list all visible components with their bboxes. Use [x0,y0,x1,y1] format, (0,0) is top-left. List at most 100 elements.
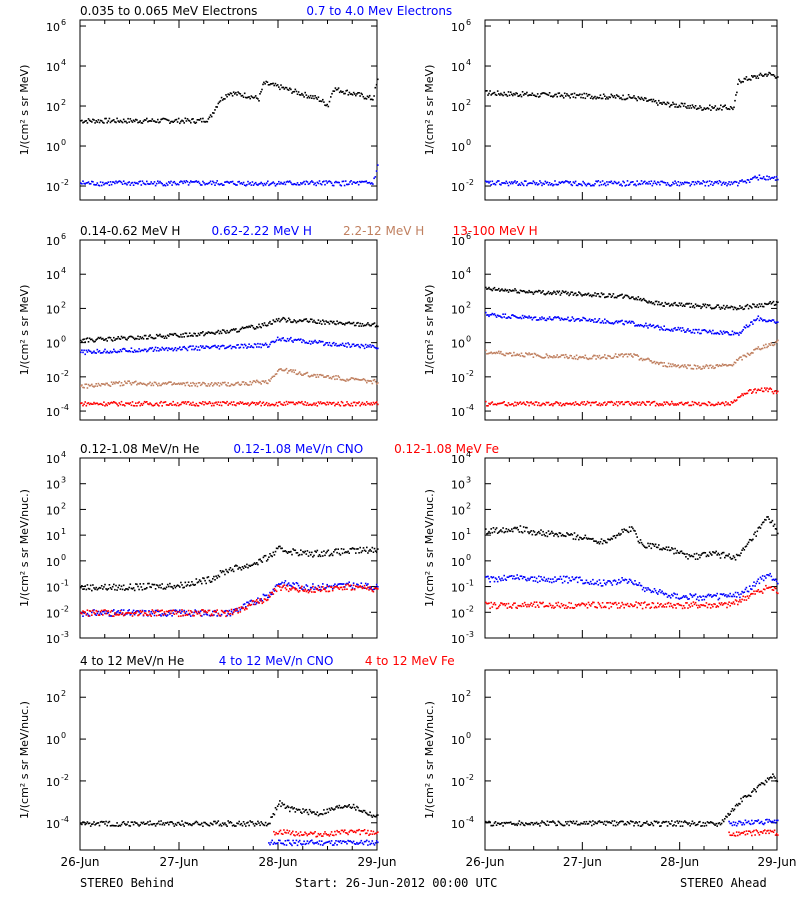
data-point [356,585,358,588]
data-point [215,106,217,108]
data-point [213,383,215,386]
data-point [351,405,354,407]
data-point [358,401,360,403]
data-point [576,294,579,296]
data-point [628,403,631,405]
data-point [568,403,570,405]
data-point [356,322,358,324]
data-point [151,336,154,339]
data-point [336,320,338,322]
data-point [745,76,748,78]
data-point [337,375,339,377]
data-point [761,320,764,322]
data-point [689,184,691,187]
data-point [309,318,312,320]
data-point [360,551,363,554]
data-point [248,404,250,407]
data-point [232,91,235,93]
data-point [203,613,205,616]
data-point [760,318,763,320]
data-point [728,333,730,336]
data-point [728,364,730,366]
data-point [377,382,379,384]
data-point [333,584,335,587]
data-point [598,402,601,405]
data-point [650,180,653,182]
data-point [742,81,744,83]
data-point [260,404,262,407]
data-point [305,584,308,586]
data-point [549,318,552,320]
data-point [565,576,567,578]
data-point [768,518,770,520]
data-point [508,316,511,319]
data-point [666,328,669,331]
data-point [689,364,691,367]
data-point [644,97,646,99]
data-point [150,347,152,350]
data-point [615,534,618,537]
data-point [361,401,364,404]
data-point [295,588,298,590]
data-point [631,401,633,404]
data-point [489,288,491,290]
data-point [185,348,188,350]
data-point [110,339,113,341]
data-point [355,344,357,347]
data-point [249,403,251,406]
data-point [729,592,731,595]
data-point [714,181,716,183]
data-point [601,320,604,322]
data-point [232,611,235,613]
data-point [367,322,369,324]
data-point [613,296,616,299]
data-point [657,181,659,183]
data-point [557,578,560,580]
data-point [556,578,558,581]
data-point [157,118,159,121]
data-point [309,94,312,97]
data-point [350,589,353,591]
data-point [523,403,526,405]
data-point [677,326,680,329]
data-point [672,304,674,307]
data-point [623,403,625,406]
data-point [695,552,698,555]
data-point [81,585,83,587]
data-point [508,94,511,97]
data-point [128,336,130,338]
data-point [179,383,181,386]
data-point [180,403,182,406]
data-point [326,550,328,553]
data-point [251,325,254,327]
data-point [264,554,267,557]
data-point [297,184,300,186]
data-point [686,302,688,305]
data-point [133,120,136,123]
data-point [278,583,280,585]
data-point [706,404,709,407]
data-point [96,402,99,405]
data-point [606,541,608,544]
data-point [573,182,576,184]
data-point [638,582,641,584]
data-point [690,331,693,334]
data-point [323,588,325,590]
data-point [570,580,572,582]
data-point [686,367,688,370]
data-point [287,89,290,91]
data-point [238,566,240,569]
data-point [95,339,97,341]
data-point [258,602,260,604]
data-point [486,533,488,535]
data-point [81,384,83,386]
data-point [576,403,579,405]
data-point [296,402,299,405]
data-point [186,584,189,586]
data-point [513,405,515,407]
y-tick-label: 10 [451,633,465,646]
data-point [357,378,359,381]
data-point [659,328,661,331]
data-point [724,183,726,185]
data-point [305,404,308,406]
